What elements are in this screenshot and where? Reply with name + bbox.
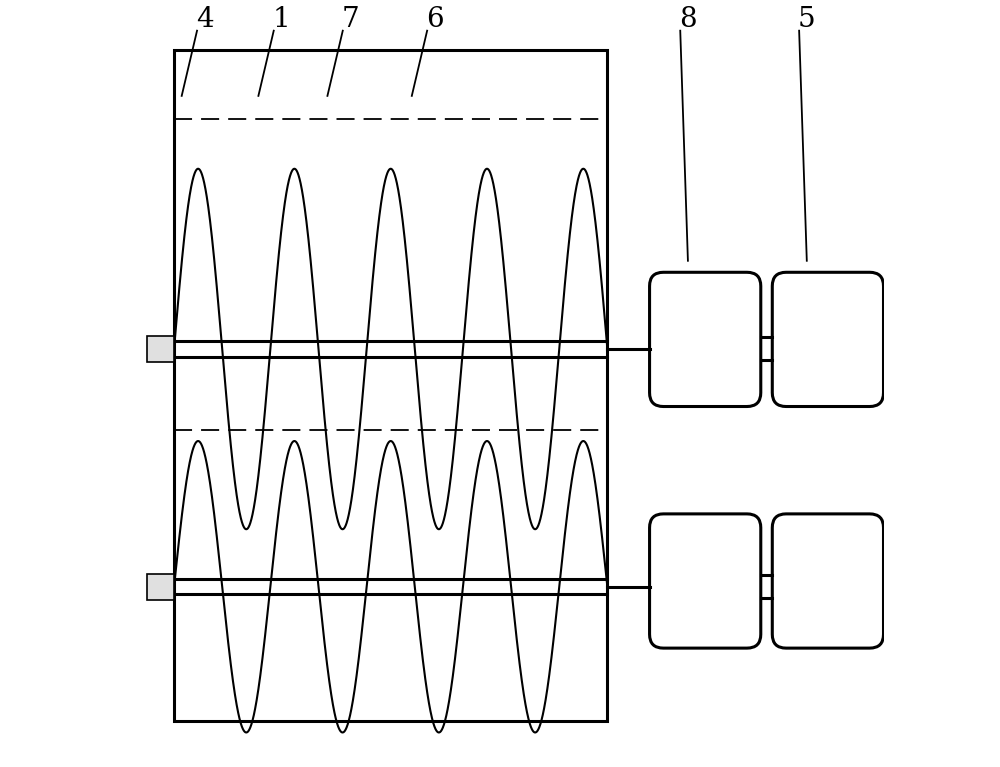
Text: 1: 1	[273, 5, 290, 33]
Text: 4: 4	[196, 5, 214, 33]
Text: 8: 8	[679, 5, 697, 33]
Bar	[147, 574, 174, 600]
Text: 7: 7	[342, 5, 359, 33]
Text: 5: 5	[798, 5, 816, 33]
Bar	[147, 336, 174, 362]
Bar	[174, 50, 607, 721]
Text: 6: 6	[426, 5, 444, 33]
